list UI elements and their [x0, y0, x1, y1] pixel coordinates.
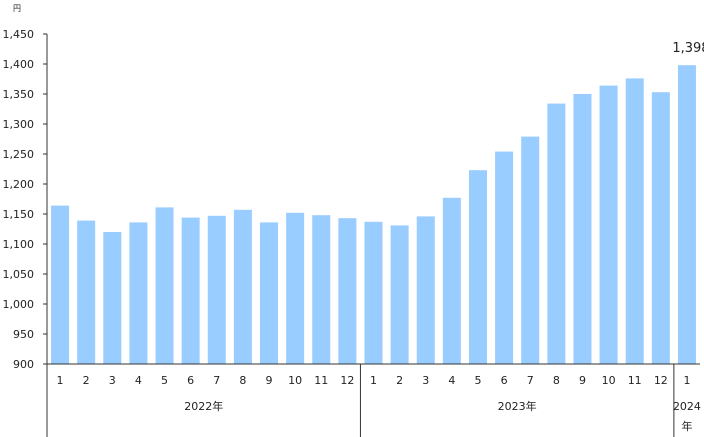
y-tick-label: 1,400	[3, 58, 35, 71]
bar	[521, 136, 540, 364]
y-axis-unit: 円	[13, 4, 21, 13]
x-tick-label: 3	[422, 374, 429, 387]
bar	[77, 220, 96, 364]
year-group-label: 2022年	[184, 399, 223, 413]
bar	[233, 209, 252, 364]
x-tick-label: 7	[213, 374, 220, 387]
bar	[338, 218, 357, 364]
x-tick-label: 9	[266, 374, 273, 387]
bar	[651, 92, 670, 364]
x-tick-label: 11	[314, 374, 328, 387]
bar	[129, 222, 148, 364]
bar	[181, 217, 200, 364]
x-tick-label: 8	[553, 374, 560, 387]
bar	[260, 222, 279, 364]
bar	[599, 85, 618, 364]
y-tick-label: 1,350	[3, 88, 35, 101]
bar	[390, 225, 409, 364]
bar	[677, 65, 696, 364]
bar	[547, 103, 566, 364]
x-tick-label: 6	[187, 374, 194, 387]
x-tick-label: 1	[57, 374, 64, 387]
x-tick-label: 4	[448, 374, 455, 387]
x-tick-label: 10	[288, 374, 302, 387]
x-tick-label: 1	[683, 374, 690, 387]
y-tick-label: 1,000	[3, 298, 35, 311]
bar	[155, 207, 174, 364]
y-tick-label: 1,050	[3, 268, 35, 281]
x-tick-label: 12	[654, 374, 668, 387]
data-label: 1,398	[672, 41, 704, 56]
x-tick-label: 12	[340, 374, 354, 387]
bar	[442, 197, 461, 364]
x-tick-label: 5	[474, 374, 481, 387]
bar	[364, 221, 383, 364]
bar	[416, 216, 435, 364]
x-tick-label: 5	[161, 374, 168, 387]
bar	[286, 212, 305, 364]
bar	[51, 205, 70, 364]
x-tick-label: 8	[239, 374, 246, 387]
x-tick-label: 2	[396, 374, 403, 387]
bar	[573, 94, 592, 364]
x-tick-label: 10	[602, 374, 616, 387]
y-tick-label: 1,100	[3, 238, 35, 251]
bar	[312, 215, 331, 364]
bar	[495, 151, 514, 364]
x-tick-label: 7	[527, 374, 534, 387]
x-tick-label: 2	[83, 374, 90, 387]
x-tick-label: 1	[370, 374, 377, 387]
x-tick-label: 6	[501, 374, 508, 387]
bar	[207, 215, 226, 364]
y-tick-label: 900	[13, 358, 34, 371]
year-group-label: 2023年	[498, 399, 537, 413]
y-tick-label: 1,200	[3, 178, 35, 191]
y-tick-label: 950	[13, 328, 34, 341]
y-tick-label: 1,250	[3, 148, 35, 161]
y-tick-label: 1,450	[3, 28, 35, 41]
x-tick-label: 9	[579, 374, 586, 387]
x-tick-label: 11	[628, 374, 642, 387]
x-tick-label: 4	[135, 374, 142, 387]
bars: 1,398	[51, 41, 704, 365]
bar	[625, 78, 644, 365]
y-tick-label: 1,300	[3, 118, 35, 131]
bar	[103, 232, 122, 364]
year-group-label: 2024 年	[673, 400, 701, 433]
x-tick-label: 3	[109, 374, 116, 387]
bar	[468, 170, 487, 364]
y-axis: 900 950 1,000 1,050 1,100 1,150 1,200 1,250 1,30…	[3, 28, 48, 371]
y-tick-label: 1,150	[3, 208, 35, 221]
